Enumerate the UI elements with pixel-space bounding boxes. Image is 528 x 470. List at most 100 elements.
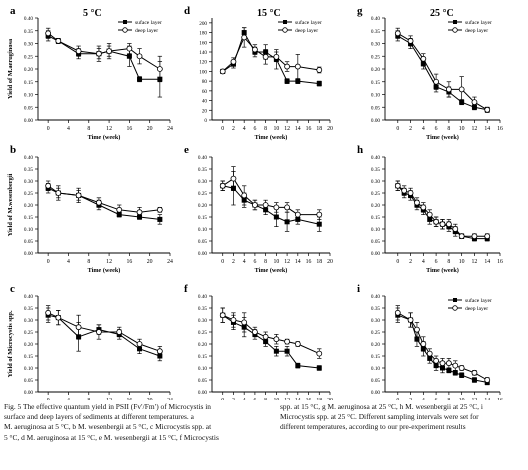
x-axis-label: Time (week) — [88, 134, 121, 141]
data-point-deep — [445, 360, 452, 367]
y-tick-label: 20 — [202, 108, 208, 114]
y-tick-label: 0.35 — [198, 306, 207, 312]
series-deep — [219, 307, 323, 359]
y-tick-label: 0.00 — [24, 118, 33, 124]
y-tick-label: 100 — [199, 69, 207, 75]
data-point-surface — [452, 370, 458, 376]
data-point-surface — [316, 81, 322, 87]
y-tick-label: 0.30 — [24, 179, 33, 185]
data-point-deep — [230, 175, 237, 182]
x-tick-label: 6 — [253, 398, 256, 400]
y-axis-label: Yield of M.wesenbergii — [7, 173, 14, 236]
data-point-surface — [284, 78, 290, 84]
panel-letter: i — [357, 283, 360, 295]
y-tick-label: 0.40 — [198, 294, 207, 300]
legend-marker-surface — [453, 20, 457, 24]
data-point-surface — [459, 372, 465, 378]
data-point-deep — [401, 187, 408, 194]
panel-letter: h — [357, 144, 363, 156]
y-tick-label: 0.00 — [198, 251, 207, 257]
legend-label-deep: deep layer — [295, 28, 318, 34]
x-tick-label: 6 — [435, 398, 438, 400]
y-tick-label: 0.30 — [198, 179, 207, 185]
x-tick-label: 24 — [167, 259, 173, 265]
data-point-deep — [252, 46, 258, 53]
data-point-surface — [414, 336, 420, 342]
data-point-surface — [284, 348, 290, 354]
caption-line: M. aeruginosa at 5 °C, b M. wesenbergii … — [4, 422, 212, 432]
x-tick-label: 4 — [422, 259, 425, 265]
x-tick-label: 16 — [497, 398, 503, 400]
chart-panel-i: 0.00 0.05 0.10 0.15 0.20 0.25 0.30 0.35 0.40 0 2 4 6… — [357, 283, 503, 400]
series-deep — [394, 180, 491, 240]
y-tick-label: 0.15 — [198, 215, 207, 221]
y-tick-label: 0.05 — [371, 378, 380, 384]
data-point-deep — [252, 329, 258, 335]
data-point-deep — [136, 209, 143, 216]
x-tick-label: 4 — [243, 126, 246, 132]
data-point-deep — [316, 67, 323, 73]
data-point-deep — [156, 206, 163, 213]
data-point-deep — [55, 190, 62, 196]
y-tick-label: 0.10 — [198, 366, 207, 372]
x-tick-label: 2 — [409, 398, 412, 400]
y-tick-label: 0.25 — [371, 54, 380, 60]
series-deep — [45, 180, 163, 218]
series-line-deep — [397, 32, 488, 111]
data-point-surface — [316, 221, 322, 227]
x-tick-label: 4 — [243, 259, 246, 265]
legend-marker-surface — [453, 298, 457, 302]
x-tick-label: 12 — [106, 259, 112, 265]
y-tick-label: 0.30 — [198, 318, 207, 324]
legend-marker-deep — [452, 305, 458, 311]
x-tick-label: 10 — [459, 398, 465, 400]
data-point-deep — [394, 182, 401, 189]
x-tick-label: 20 — [327, 398, 333, 400]
x-tick-label: 4 — [67, 259, 70, 265]
data-point-deep — [55, 314, 62, 321]
legend-label-surface: suface layer — [135, 19, 162, 26]
x-tick-label: 12 — [284, 259, 290, 265]
x-tick-label: 6 — [253, 126, 256, 132]
x-tick-label: 8 — [264, 259, 267, 265]
y-tick-label: 0.05 — [24, 239, 33, 245]
x-tick-label: 0 — [221, 398, 224, 400]
y-tick-label: 0.15 — [24, 354, 33, 360]
x-tick-label: 18 — [316, 126, 322, 132]
data-point-deep — [414, 199, 420, 206]
x-tick-label: 4 — [422, 398, 425, 400]
panel-letter: a — [10, 5, 16, 17]
data-point-deep — [219, 312, 226, 319]
data-point-surface — [157, 216, 163, 222]
y-tick-label: 0.25 — [371, 330, 380, 336]
x-tick-label: 18 — [316, 398, 322, 400]
y-tick-label: 40 — [202, 99, 208, 105]
y-tick-label: 0.15 — [24, 215, 33, 221]
x-tick-label: 0 — [221, 259, 224, 265]
chart-panel-h: 0.00 0.05 0.10 0.15 0.20 0.25 0.30 0.35 0.40 0 2 4 6… — [357, 144, 503, 274]
x-axis-label: Time (week) — [426, 267, 459, 274]
x-tick-label: 10 — [273, 259, 279, 265]
y-tick-label: 0.25 — [198, 330, 207, 336]
y-tick-label: 0.30 — [24, 318, 33, 324]
y-tick-label: 0.35 — [371, 29, 380, 35]
data-point-deep — [294, 63, 301, 70]
y-tick-label: 0.20 — [371, 342, 380, 348]
data-point-deep — [284, 204, 290, 211]
data-point-deep — [262, 333, 269, 340]
x-tick-label: 24 — [167, 126, 173, 132]
x-tick-label: 12 — [284, 398, 290, 400]
data-point-deep — [407, 190, 414, 196]
x-tick-label: 2 — [232, 259, 235, 265]
y-tick-label: 160 — [199, 40, 207, 46]
x-tick-label: 0 — [47, 259, 50, 265]
data-point-deep — [116, 206, 123, 213]
y-tick-label: 0.35 — [24, 167, 33, 173]
x-tick-label: 10 — [459, 259, 465, 265]
data-point-deep — [316, 350, 323, 357]
y-tick-label: 0.00 — [198, 390, 207, 396]
x-tick-label: 8 — [264, 126, 267, 132]
x-tick-label: 0 — [396, 398, 399, 400]
data-point-deep — [433, 357, 440, 364]
y-tick-label: 0.40 — [24, 155, 33, 161]
